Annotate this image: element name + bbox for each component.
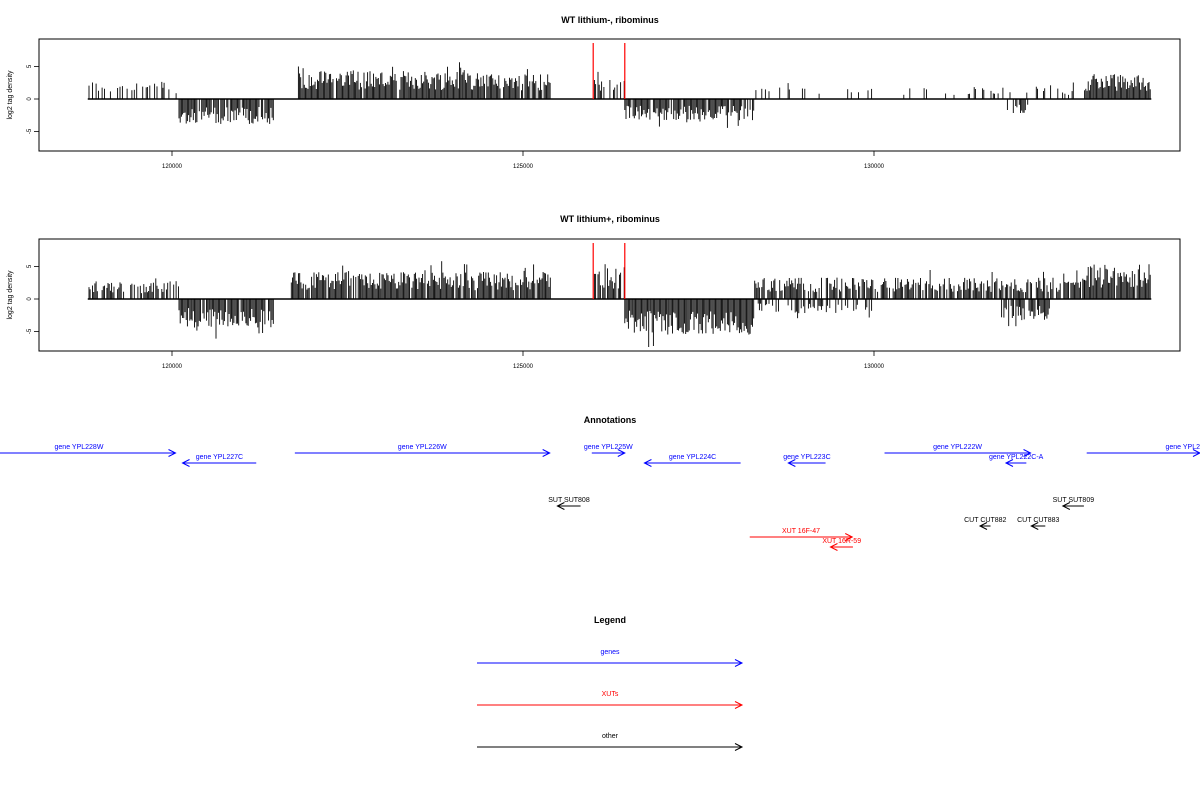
annotation-arrow <box>978 522 991 530</box>
y-tick-label: -5 <box>27 328 33 334</box>
annotation-arrow <box>1086 449 1200 457</box>
legend-arrow <box>477 659 744 667</box>
legend-label: XUTs <box>602 691 619 698</box>
annotation-label: CUT CUT883 <box>1017 517 1059 524</box>
x-tick-label: 120000 <box>162 364 183 370</box>
legend-panel: Legend genes XUTs other <box>477 615 744 751</box>
legend-items: genes XUTs other <box>477 649 744 751</box>
y-tick-label: 5 <box>27 264 33 268</box>
legend-arrow <box>477 701 744 709</box>
arrow-head <box>1192 449 1200 457</box>
annotation-arrow <box>1030 522 1046 530</box>
legend-title: Legend <box>594 615 626 625</box>
annotation-arrow <box>787 459 826 467</box>
annotation-label: gene YPL228W <box>55 444 104 451</box>
annotation-label: gene YPL223C <box>783 454 830 461</box>
x-tick-label: 130000 <box>864 164 885 170</box>
annotation-label: CUT CUT882 <box>964 517 1006 524</box>
legend-label: other <box>602 733 619 740</box>
arrow-head <box>829 543 838 551</box>
annotation-label: gene YPL222W <box>933 444 982 451</box>
annotation-label: XUT 16R-59 <box>822 538 861 545</box>
panel-lithium-plus: WT lithium+, ribominus log2 tag density … <box>7 214 1181 370</box>
legend-arrow <box>477 743 744 751</box>
annotations-title: Annotations <box>584 415 637 425</box>
annotation-label: XUT 16F-47 <box>782 528 820 535</box>
arrow-head <box>181 459 190 467</box>
y-tick-label: 5 <box>27 64 33 68</box>
annotation-arrow <box>884 449 1032 457</box>
arrow-head <box>978 522 988 530</box>
y-tick-label: 0 <box>27 297 33 301</box>
annotation-label: gene YPL227C <box>196 454 243 461</box>
x-tick-label: 125000 <box>513 364 534 370</box>
annotation-arrow <box>1004 459 1027 467</box>
annotation-label: gene YPL226W <box>398 444 447 451</box>
x-tick-label: 120000 <box>162 164 183 170</box>
y-tick-label: 0 <box>27 97 33 101</box>
arrow-head <box>1061 502 1071 510</box>
annotation-label: gene YPL2 <box>1165 444 1200 451</box>
annotation-arrow <box>556 502 581 510</box>
annotation-label: SUT SUT808 <box>548 497 590 504</box>
arrow-head <box>734 659 744 667</box>
arrow-head <box>787 459 796 467</box>
annotation-label: gene YPL224C <box>669 454 716 461</box>
x-tick-label: 130000 <box>864 364 885 370</box>
arrow-head <box>556 502 565 510</box>
arrow-head <box>845 533 854 541</box>
arrow-head <box>1023 449 1032 457</box>
arrow-head <box>734 743 744 751</box>
panel-lithium-minus: WT lithium-, ribominus log2 tag density … <box>7 15 1181 170</box>
arrow-head <box>168 449 177 457</box>
arrow-head <box>542 449 551 457</box>
panel-1-ylabel: log2 tag density <box>7 70 14 120</box>
arrow-head <box>1030 522 1039 530</box>
panel-2-title: WT lithium+, ribominus <box>560 214 660 224</box>
panel-1-axes: -5 0 5 120000 125000 130000 <box>27 64 885 170</box>
arrow-head <box>617 449 626 457</box>
annotation-arrow <box>591 449 626 457</box>
legend-label: genes <box>600 649 620 656</box>
arrow-head <box>734 701 744 709</box>
panel-2-ylabel: log2 tag density <box>7 270 14 320</box>
annotation-arrow <box>749 533 854 541</box>
annotation-arrow <box>181 459 257 467</box>
panel-2-signal <box>87 243 1152 347</box>
x-tick-label: 125000 <box>513 164 534 170</box>
annotation-features: gene YPL228W gene YPL227C gene YPL226W gene… <box>0 444 1200 551</box>
annotation-arrow <box>294 449 551 457</box>
annotation-arrow <box>0 449 177 457</box>
annotation-label: gene YPL225W <box>584 444 633 451</box>
panel-2-axes: -5 0 5 120000 125000 130000 <box>27 264 885 370</box>
annotation-arrow <box>1061 502 1084 510</box>
arrow-head <box>643 459 652 467</box>
annotation-arrow <box>643 459 741 467</box>
y-tick-label: -5 <box>27 128 33 134</box>
annotation-arrow <box>829 543 853 551</box>
panel-1-signal <box>87 43 1152 128</box>
annotation-label: SUT SUT809 <box>1053 497 1095 504</box>
panel-1-title: WT lithium-, ribominus <box>561 15 659 25</box>
arrow-head <box>1004 459 1014 467</box>
annotation-label: gene YPL222C-A <box>989 454 1044 461</box>
